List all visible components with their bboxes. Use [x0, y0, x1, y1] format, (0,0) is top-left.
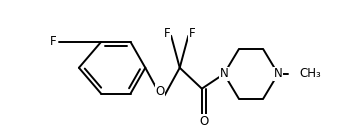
Text: F: F [189, 27, 195, 40]
Text: F: F [50, 35, 56, 48]
Text: N: N [220, 67, 228, 80]
Text: F: F [164, 27, 171, 40]
Text: N: N [274, 67, 282, 80]
Text: CH₃: CH₃ [299, 67, 321, 80]
Text: O: O [199, 115, 208, 128]
Text: O: O [155, 85, 165, 98]
